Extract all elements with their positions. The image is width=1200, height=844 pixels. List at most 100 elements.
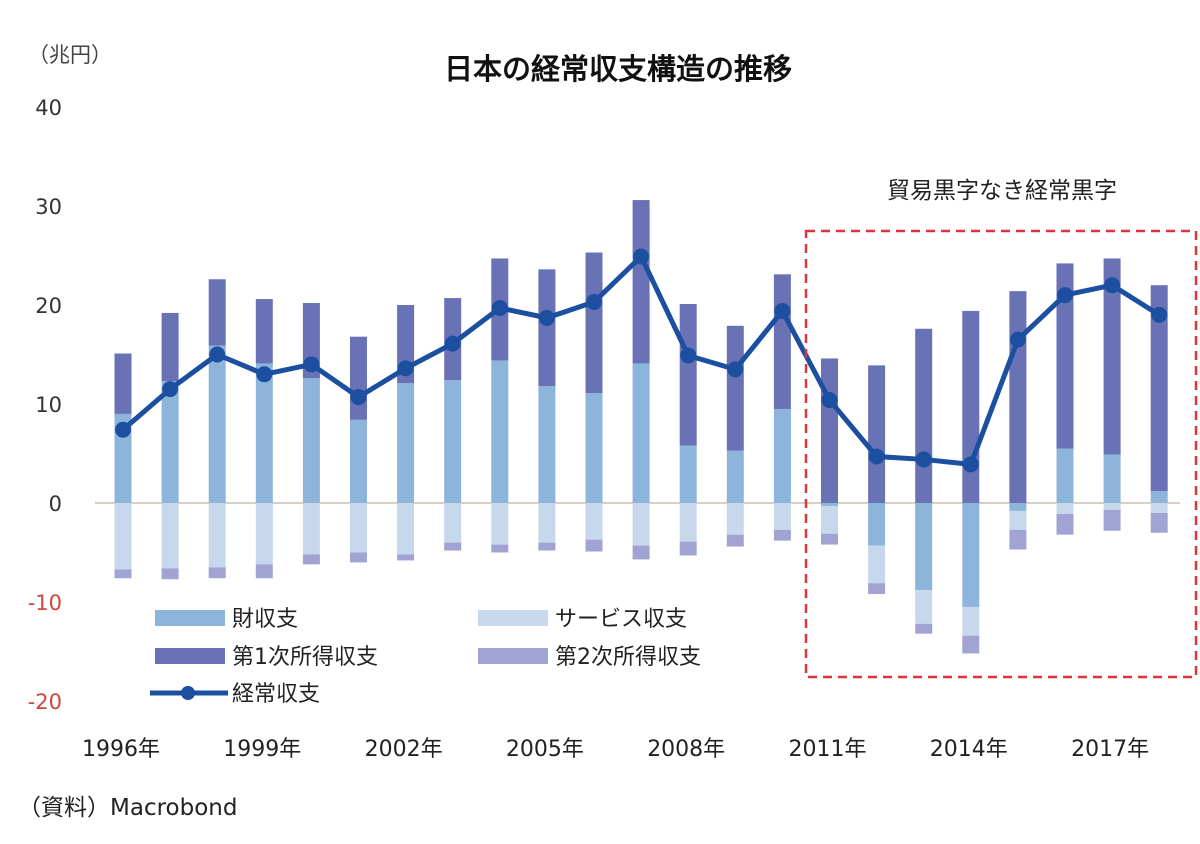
bar-primary-income-2011 xyxy=(821,358,838,503)
y-tick-label: 40 xyxy=(35,96,62,120)
bar-services-2001 xyxy=(350,503,367,553)
current-account-point-2000 xyxy=(303,356,320,373)
bar-primary-income-1999 xyxy=(255,299,273,364)
current-account-point-2016 xyxy=(1057,287,1073,304)
x-tick-label: 2005年 xyxy=(506,737,584,762)
bar-secondary-income-1999 xyxy=(255,564,273,579)
bar-goods-2000 xyxy=(302,378,320,503)
current-account-point-2001 xyxy=(350,389,367,406)
bar-secondary-income-2003 xyxy=(444,542,462,551)
current-account-point-2002 xyxy=(397,360,414,377)
bar-goods-2011 xyxy=(821,503,838,506)
bar-secondary-income-2004 xyxy=(491,544,509,553)
bar-secondary-income-2007 xyxy=(632,545,650,560)
current-account-point-1998 xyxy=(209,346,226,363)
y-tick-label: 10 xyxy=(35,393,62,417)
bar-goods-1997 xyxy=(161,381,179,503)
bar-services-2013 xyxy=(915,590,933,624)
bar-secondary-income-2018 xyxy=(1150,512,1168,533)
current-account-point-2012 xyxy=(868,448,885,465)
bar-primary-income-2015 xyxy=(1009,291,1027,503)
bar-primary-income-2005 xyxy=(538,269,556,387)
bar-secondary-income-2017 xyxy=(1103,509,1121,531)
y-tick-label: -10 xyxy=(28,591,62,615)
bar-services-2017 xyxy=(1103,503,1121,510)
bar-services-1997 xyxy=(161,503,179,569)
current-account-point-2006 xyxy=(586,294,602,311)
bar-goods-2013 xyxy=(915,503,933,591)
legend-marker xyxy=(181,686,195,700)
current-account-point-2017 xyxy=(1104,277,1121,294)
current-account-point-1999 xyxy=(256,366,273,383)
x-tick-label: 2011年 xyxy=(789,737,867,762)
bar-goods-2007 xyxy=(632,363,650,503)
bar-secondary-income-2014 xyxy=(962,635,980,654)
current-account-point-2011 xyxy=(821,392,838,409)
legend-swatch xyxy=(155,610,225,626)
bar-services-2010 xyxy=(773,503,791,530)
bar-goods-2005 xyxy=(538,386,556,503)
legend-label: 財収支 xyxy=(232,607,298,632)
current-account-point-2014 xyxy=(962,456,979,473)
bar-primary-income-1998 xyxy=(208,279,226,346)
bar-goods-2012 xyxy=(868,503,886,546)
bar-services-1999 xyxy=(255,503,273,565)
bar-services-2004 xyxy=(491,503,509,545)
bar-primary-income-2013 xyxy=(915,328,933,503)
bar-goods-2004 xyxy=(491,360,509,503)
current-account-point-2007 xyxy=(633,248,650,265)
current-account-point-2005 xyxy=(538,309,555,326)
legend-swatch xyxy=(478,648,548,664)
x-tick-label: 2017年 xyxy=(1071,737,1149,762)
bar-primary-income-2010 xyxy=(773,274,791,409)
bar-secondary-income-1997 xyxy=(161,568,179,580)
current-account-point-2018 xyxy=(1151,306,1168,323)
x-tick-label: 2008年 xyxy=(647,737,725,762)
legend-swatch xyxy=(478,610,548,626)
bar-primary-income-2016 xyxy=(1056,263,1074,449)
bar-primary-income-2014 xyxy=(962,310,980,503)
bar-services-2009 xyxy=(726,503,744,535)
bar-goods-1998 xyxy=(208,345,226,503)
x-tick-label: 1999年 xyxy=(223,737,301,762)
bar-services-2018 xyxy=(1150,503,1168,513)
bar-goods-2009 xyxy=(726,450,744,503)
current-account-point-2015 xyxy=(1009,331,1026,348)
bar-services-2015 xyxy=(1009,510,1027,530)
current-account-point-1997 xyxy=(162,381,179,398)
bar-secondary-income-2006 xyxy=(585,539,603,552)
x-axis: 1996年 1999年 2002年 2005年 2008年 2011年 2014年 2017年 xyxy=(82,737,1149,762)
bar-services-2011 xyxy=(821,505,838,534)
bar-services-1998 xyxy=(208,503,226,568)
y-tick-label: 30 xyxy=(35,195,62,219)
bar-services-2000 xyxy=(302,503,320,555)
bar-secondary-income-1996 xyxy=(114,569,132,579)
y-tick-label: -20 xyxy=(28,690,62,714)
bar-goods-2002 xyxy=(397,383,415,503)
bars xyxy=(114,200,1168,654)
bar-primary-income-2012 xyxy=(868,365,886,503)
x-tick-label: 2002年 xyxy=(365,737,443,762)
current-account-point-2003 xyxy=(444,335,461,352)
current-account-point-2009 xyxy=(727,361,744,378)
bar-services-1996 xyxy=(114,503,132,570)
bar-goods-2001 xyxy=(350,419,367,503)
bar-primary-income-2017 xyxy=(1103,258,1121,455)
current-account-point-2004 xyxy=(491,299,508,316)
bar-services-2005 xyxy=(538,503,556,543)
x-tick-label: 1996年 xyxy=(82,737,160,762)
bar-goods-2003 xyxy=(444,380,462,503)
bar-services-2006 xyxy=(585,503,603,540)
bar-goods-2010 xyxy=(773,408,791,503)
bar-goods-2016 xyxy=(1056,448,1074,503)
bar-goods-2017 xyxy=(1103,454,1121,503)
bar-services-2002 xyxy=(397,503,415,555)
bar-secondary-income-2016 xyxy=(1056,513,1074,535)
bar-services-2008 xyxy=(679,503,697,542)
bar-secondary-income-1998 xyxy=(208,567,226,579)
bar-primary-income-2007 xyxy=(632,200,650,364)
bar-primary-income-2001 xyxy=(350,336,367,420)
legend-swatch xyxy=(155,648,225,664)
bar-services-2012 xyxy=(868,545,886,584)
